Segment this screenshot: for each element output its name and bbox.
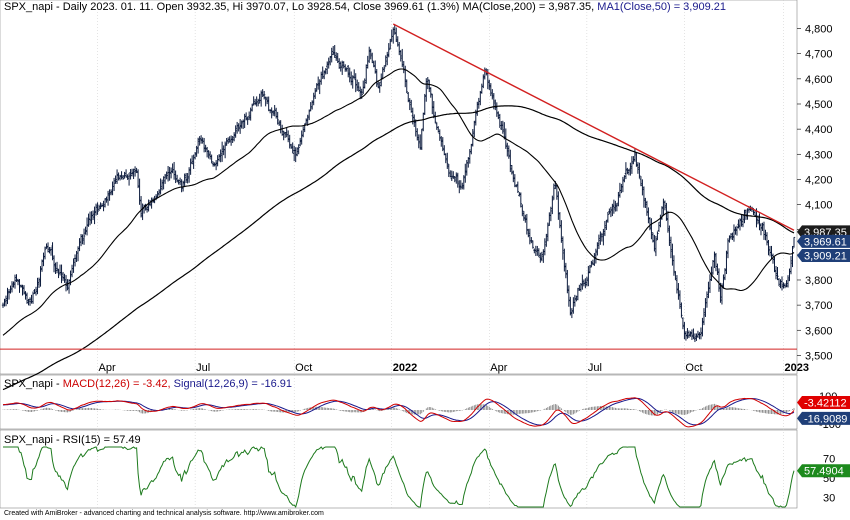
x-tick-label: Jul	[588, 362, 602, 374]
macd-header-prefix: SPX_napi -	[4, 378, 63, 390]
y-tick-label: 3,800	[805, 275, 833, 287]
y-tick-label: 3,600	[805, 325, 833, 337]
x-tick-label: Oct	[685, 362, 702, 374]
macd-panel-header: SPX_napi - MACD(12,26) = -3.42, Signal(1…	[4, 378, 292, 390]
value-tag-label: 3,969.61	[804, 236, 847, 248]
panel-frame	[0, 374, 798, 430]
value-tag	[797, 249, 850, 263]
macd-line	[2, 397, 795, 428]
value-tag	[797, 464, 850, 478]
resistance-trendline	[392, 23, 795, 231]
x-tick-label: Oct	[295, 362, 312, 374]
panel-frame	[0, 0, 798, 375]
y-tick-label: 4,300	[805, 149, 833, 161]
rsi-series	[3, 446, 795, 508]
x-tick-label: 2023	[784, 362, 808, 374]
rsi-header-text: SPX_napi - RSI(15) = 57.49	[4, 434, 141, 446]
ma50-header-text: MA1(Close,50) = 3,909.21	[597, 1, 726, 13]
axes: 3,5003,6003,7003,8003,9004,1004,2004,300…	[99, 24, 841, 505]
x-tick-label: Apr	[490, 362, 507, 374]
value-tag-label: 57.4904	[804, 466, 844, 478]
y-tick-label: 4,100	[805, 200, 833, 212]
macd-header-text: MACD(12,26) = -3.42,	[62, 378, 174, 390]
price-header-text: SPX_napi - Daily 2023. 01. 11. Open 3932…	[4, 1, 598, 13]
ma50-line	[2, 68, 795, 336]
panel-frame	[0, 429, 798, 509]
rsi-y-tick-label: 30	[823, 492, 835, 504]
y-tick-label: 4,800	[805, 24, 833, 36]
signal-line	[2, 397, 795, 426]
y-tick-label: 3,700	[805, 300, 833, 312]
y-tick-label: 4,700	[805, 49, 833, 61]
x-tick-label: 2022	[393, 362, 417, 374]
x-tick-label: Jul	[196, 362, 210, 374]
value-tag-label: -3.42112	[804, 397, 847, 409]
footer-credit: Created with AmiBroker - advanced charti…	[4, 510, 324, 517]
value-tag-label: -16.9089	[804, 413, 847, 425]
x-tick-label: Apr	[99, 362, 116, 374]
value-tags: 3,987.353,969.613,909.21-3.42112-16.9089…	[797, 225, 850, 478]
value-tag-label: 3,909.21	[804, 251, 847, 263]
rsi-panel-header: SPX_napi - RSI(15) = 57.49	[4, 434, 141, 446]
signal-header-text: Signal(12,26,9) = -16.91	[173, 378, 293, 390]
y-tick-label: 4,600	[805, 74, 833, 86]
value-tag	[797, 411, 850, 425]
price-panel-header: SPX_napi - Daily 2023. 01. 11. Open 3932…	[4, 1, 726, 13]
y-tick-label: 4,400	[805, 124, 833, 136]
value-tag	[797, 395, 850, 409]
ma200-line	[2, 105, 795, 391]
rsi-line	[3, 446, 795, 508]
value-tag	[797, 234, 850, 248]
price-series	[0, 23, 797, 391]
macd-series	[2, 397, 795, 428]
y-tick-label: 4,500	[805, 99, 833, 111]
y-tick-label: 3,500	[805, 350, 833, 362]
y-tick-label: 4,200	[805, 174, 833, 186]
rsi-y-tick-label: 70	[823, 454, 835, 466]
